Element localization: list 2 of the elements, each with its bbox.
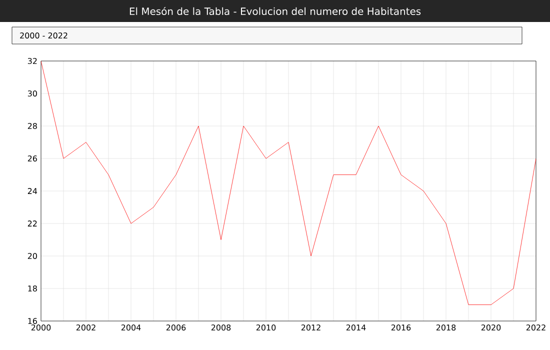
line-series [41, 60, 536, 305]
chart-title: El Mesón de la Tabla - Evolucion del numero de Habitantes [130, 6, 421, 16]
